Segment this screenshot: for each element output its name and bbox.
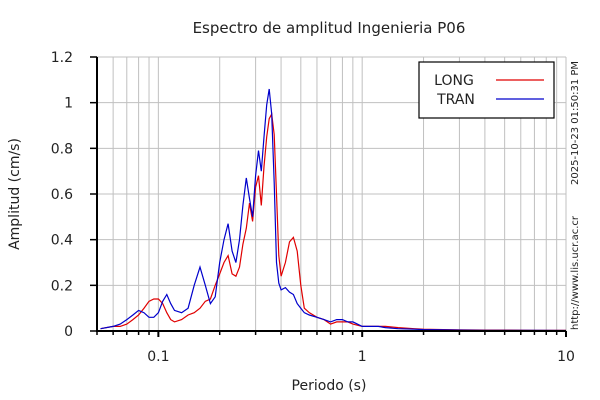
source-url-text: http://www.lis.ucr.ac.cr: [570, 215, 581, 330]
y-axis-label: Amplitud (cm/s): [7, 138, 23, 250]
y-tick-label: 0.8: [51, 141, 73, 157]
y-tick-label: 0.4: [51, 233, 73, 249]
data-series: [100, 88, 567, 332]
y-tick-label: 1.2: [51, 50, 73, 66]
y-tick-label: 0: [64, 324, 73, 340]
legend-box: [418, 61, 555, 119]
x-axis-label: Periodo (s): [292, 378, 367, 394]
series-line-long: [100, 112, 566, 331]
axes: 0 0.2 0.4 0.6 0.8 1 1.2 0.1 1 10: [51, 50, 575, 365]
legend-label-tran: TRAN: [436, 92, 475, 108]
x-tick-label: 10: [557, 349, 575, 365]
x-tick-label: 1: [358, 349, 367, 365]
y-tick-label: 0.2: [51, 278, 73, 294]
series-line-tran: [100, 88, 567, 332]
y-tick-label: 1: [64, 96, 73, 112]
legend: LONG TRAN: [418, 61, 555, 119]
timestamp-text: 2025-10-23 01:50:31 PM: [570, 61, 581, 185]
legend-label-long: LONG: [434, 73, 474, 89]
x-tick-label: 0.1: [147, 349, 169, 365]
chart-title: Espectro de amplitud Ingenieria P06: [193, 19, 466, 37]
y-tick-label: 0.6: [51, 187, 73, 203]
